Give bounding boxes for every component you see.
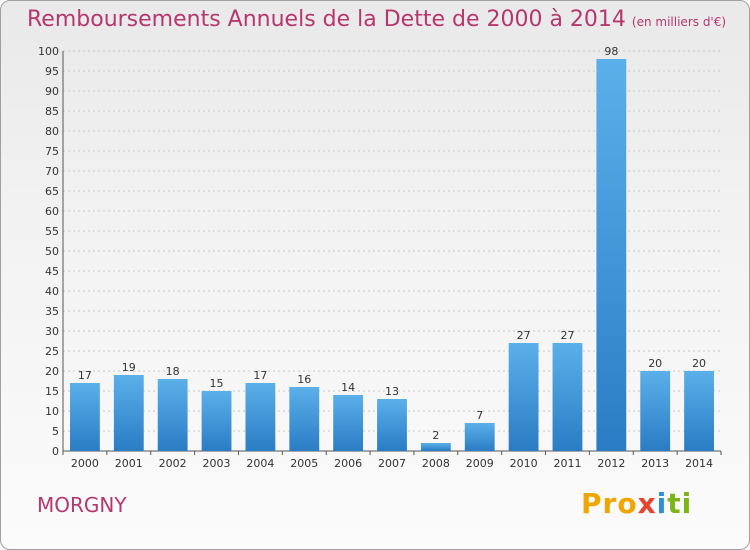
data-label-2000: 17 (78, 369, 92, 382)
y-tick-label: 45 (45, 265, 59, 278)
logo-part-2: x (637, 487, 657, 520)
x-tick-label: 2011 (553, 457, 581, 470)
y-tick-label: 70 (45, 165, 59, 178)
y-tick-label: 50 (45, 245, 59, 258)
logo-part-4: ti (667, 487, 693, 520)
y-tick-label: 90 (45, 85, 59, 98)
bar-2009 (464, 423, 495, 451)
bar-2010 (508, 343, 539, 451)
x-tick-label: 2013 (641, 457, 669, 470)
bar-2011 (552, 343, 583, 451)
x-axis: 2000 2001 2002 2003 2004 2005 2006 2007 2008 2009… (62, 451, 722, 470)
bar-2003 (201, 391, 232, 451)
x-tick-label: 2000 (71, 457, 99, 470)
y-tick-label: 25 (45, 345, 59, 358)
x-tick-label: 2005 (290, 457, 318, 470)
bar-2004 (245, 383, 276, 451)
y-tick-label: 75 (45, 145, 59, 158)
y-tick-label: 100 (38, 45, 59, 58)
bar-2002 (157, 379, 188, 451)
y-tick-label: 85 (45, 105, 59, 118)
y-tick-label: 15 (45, 385, 59, 398)
data-label-2002: 18 (166, 365, 180, 378)
y-tick-label: 10 (45, 405, 59, 418)
data-label-2004: 17 (253, 369, 267, 382)
data-label-2013: 20 (648, 357, 662, 370)
x-tick-label: 2009 (466, 457, 494, 470)
y-tick-label: 55 (45, 225, 59, 238)
y-tick-label: 5 (52, 425, 59, 438)
x-tick-label: 2012 (597, 457, 625, 470)
bar-2007 (377, 399, 407, 451)
bar-2012 (596, 59, 627, 451)
data-label-2012: 98 (604, 45, 618, 58)
bar-2014 (684, 371, 714, 451)
y-tick-label: 0 (52, 445, 59, 458)
x-tick-label: 2007 (378, 457, 406, 470)
y-tick-label: 35 (45, 305, 59, 318)
logo-part-3: i (656, 487, 668, 520)
x-tick-label: 2014 (685, 457, 713, 470)
data-label-2011: 27 (560, 329, 574, 342)
bar-2013 (640, 371, 671, 451)
chart-title: Remboursements Annuels de la Dette de 20… (27, 7, 726, 32)
data-label-2001: 19 (122, 361, 136, 374)
x-tick-label: 2010 (510, 457, 538, 470)
commune-name: MORGNY (37, 493, 127, 517)
data-label-2008: 2 (432, 429, 439, 442)
x-tick-label: 2006 (334, 457, 362, 470)
data-label-2010: 27 (517, 329, 531, 342)
bars (70, 59, 714, 451)
y-tick-label: 80 (45, 125, 59, 138)
y-tick-label: 60 (45, 205, 59, 218)
data-label-2005: 16 (297, 373, 311, 386)
x-tick-label: 2004 (246, 457, 274, 470)
logo-part-1: Pro (581, 487, 638, 520)
bar-2008 (420, 443, 451, 451)
data-label-2006: 14 (341, 381, 355, 394)
x-tick-label: 2003 (203, 457, 231, 470)
x-tick-label: 2002 (159, 457, 187, 470)
y-tick-label: 40 (45, 285, 59, 298)
data-label-2003: 15 (210, 377, 224, 390)
data-label-2014: 20 (692, 357, 706, 370)
data-label-2007: 13 (385, 385, 399, 398)
bar-2006 (333, 395, 364, 451)
y-tick-label: 65 (45, 185, 59, 198)
y-tick-label: 30 (45, 325, 59, 338)
x-tick-label: 2001 (115, 457, 143, 470)
y-tick-label: 95 (45, 65, 59, 78)
chart-subtitle: (en milliers d'€) (631, 15, 727, 29)
bar-2001 (113, 375, 144, 451)
chart-title-text: Remboursements Annuels de la Dette de 20… (27, 7, 626, 32)
y-tick-label: 20 (45, 365, 59, 378)
bar-2000 (70, 383, 100, 451)
data-label-2009: 7 (476, 409, 483, 422)
bar-2005 (289, 387, 320, 451)
x-tick-label: 2008 (422, 457, 450, 470)
proxiti-logo: Proxiti (581, 487, 692, 520)
